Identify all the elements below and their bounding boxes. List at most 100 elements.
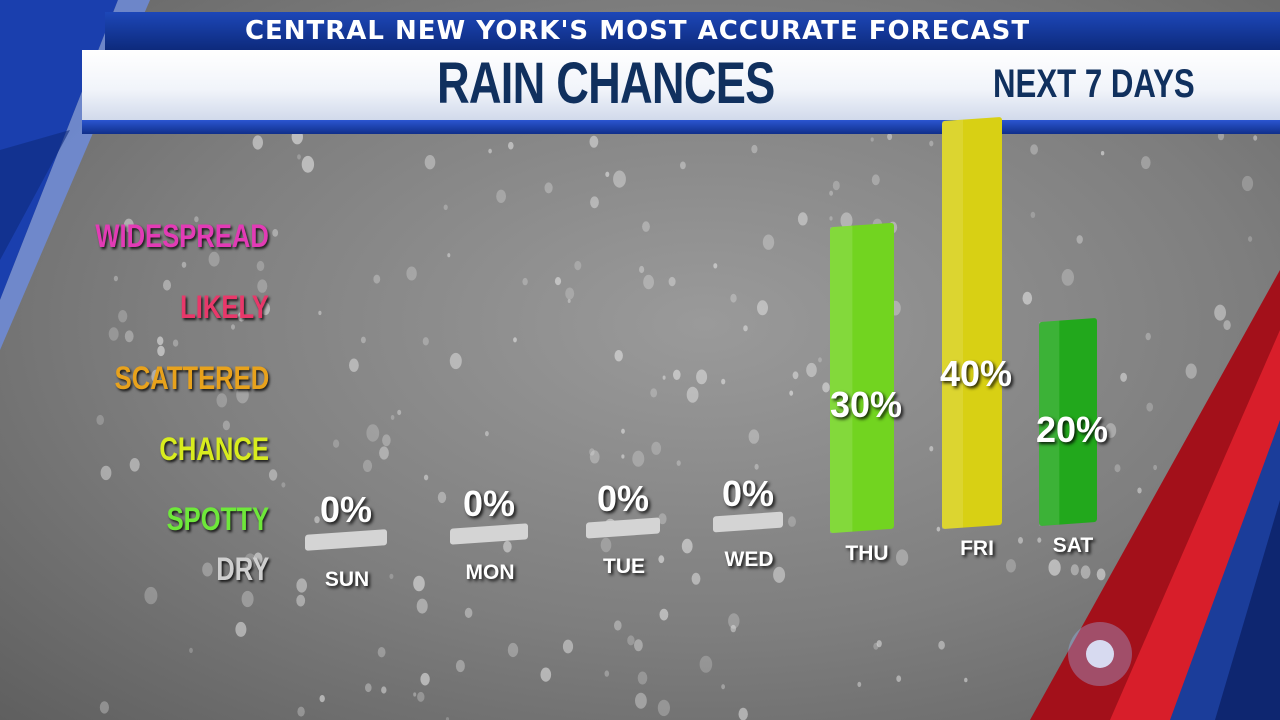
raindrop [1114, 464, 1121, 473]
raindrop [237, 311, 246, 322]
raindrop [485, 431, 489, 437]
raindrop [691, 572, 701, 585]
raindrop [789, 390, 794, 396]
day-label-sat: SAT [1052, 534, 1094, 557]
raindrop [614, 620, 622, 631]
raindrop [643, 274, 654, 290]
day-label-tue: TUE [603, 555, 645, 578]
raindrop [488, 148, 492, 154]
raindrop [629, 562, 636, 572]
raindrop [349, 358, 359, 372]
raindrop [181, 261, 187, 268]
value-label-sun: 0% [319, 489, 373, 530]
value-label-thu: 30% [829, 384, 903, 425]
raindrop [658, 555, 665, 564]
level-label-chance: CHANCE [159, 431, 269, 467]
raindrop [936, 526, 941, 532]
raindrop [503, 540, 512, 553]
raindrop [1022, 291, 1033, 305]
raindrop [840, 212, 853, 229]
raindrop [1076, 235, 1083, 244]
value-label-wed: 0% [721, 473, 775, 514]
raindrop [422, 337, 429, 346]
title-bar [82, 50, 1280, 122]
raindrop [256, 260, 265, 272]
raindrop [896, 549, 909, 566]
raindrop [231, 324, 235, 330]
level-label-likely: LIKELY [180, 289, 269, 325]
raindrop [871, 174, 880, 186]
raindrop [621, 454, 625, 459]
raindrop [1248, 236, 1253, 242]
raindrop [1070, 564, 1079, 576]
raindrop [123, 218, 134, 233]
raindrop [668, 276, 676, 287]
raindrop [627, 635, 635, 646]
raindrop [505, 501, 510, 507]
raindrop [738, 707, 748, 720]
raindrop [757, 300, 768, 316]
raindrop [507, 642, 519, 658]
raindrop [389, 573, 394, 580]
raindrop [1030, 211, 1036, 218]
raindrop [257, 279, 268, 293]
raindrop [762, 234, 775, 250]
raindrop [163, 279, 171, 291]
raindrop [373, 274, 381, 284]
raindrop [639, 265, 645, 274]
raindrop [829, 190, 833, 196]
raindrop [496, 189, 506, 203]
value-label-sat: 20% [1035, 409, 1109, 450]
raindrop [1141, 156, 1151, 170]
raindrop [589, 448, 595, 456]
page-title: RAIN CHANCES [437, 51, 775, 116]
raindrop [635, 692, 647, 709]
raindrop [1217, 131, 1225, 141]
raindrop [216, 393, 228, 408]
raindrop [108, 327, 119, 341]
raindrop [743, 325, 748, 332]
raindrop [1100, 151, 1105, 156]
raindrop [522, 277, 528, 286]
raindrop [659, 608, 669, 621]
raindrop [540, 667, 552, 682]
day-label-fri: FRI [960, 537, 994, 560]
raindrop [589, 450, 600, 464]
raindrop [699, 655, 713, 673]
raindrop [297, 154, 301, 160]
raindrop [1214, 304, 1226, 321]
raindrop [721, 378, 726, 385]
raindrop [362, 459, 373, 472]
raindrop [658, 513, 667, 525]
raindrop [686, 386, 699, 403]
raindrop [829, 216, 833, 221]
raindrop [423, 474, 429, 481]
raindrop [896, 675, 902, 682]
value-label-fri: 40% [939, 353, 1013, 394]
raindrop [657, 699, 671, 717]
raindrop [929, 446, 934, 452]
raindrop [730, 624, 737, 633]
bar-thu [830, 222, 894, 534]
raindrop [1153, 464, 1157, 471]
raindrop [590, 196, 599, 209]
raindrop [614, 350, 623, 362]
raindrop [574, 260, 582, 271]
raindrop [208, 251, 220, 267]
raindrop [447, 253, 451, 258]
raindrop [241, 590, 254, 608]
raindrop [202, 562, 213, 577]
day-label-wed: WED [724, 548, 774, 571]
raindrop [1253, 135, 1258, 141]
raindrop [792, 371, 799, 380]
raindrop [773, 566, 786, 583]
raindrop [189, 647, 193, 654]
raindrop [554, 277, 562, 286]
raindrop [929, 140, 934, 147]
raindrop [424, 155, 436, 170]
raindrop [681, 538, 693, 554]
raindrop [1145, 332, 1151, 341]
raindrop [268, 469, 278, 481]
raindrop [443, 204, 448, 211]
raindrop [236, 386, 249, 404]
